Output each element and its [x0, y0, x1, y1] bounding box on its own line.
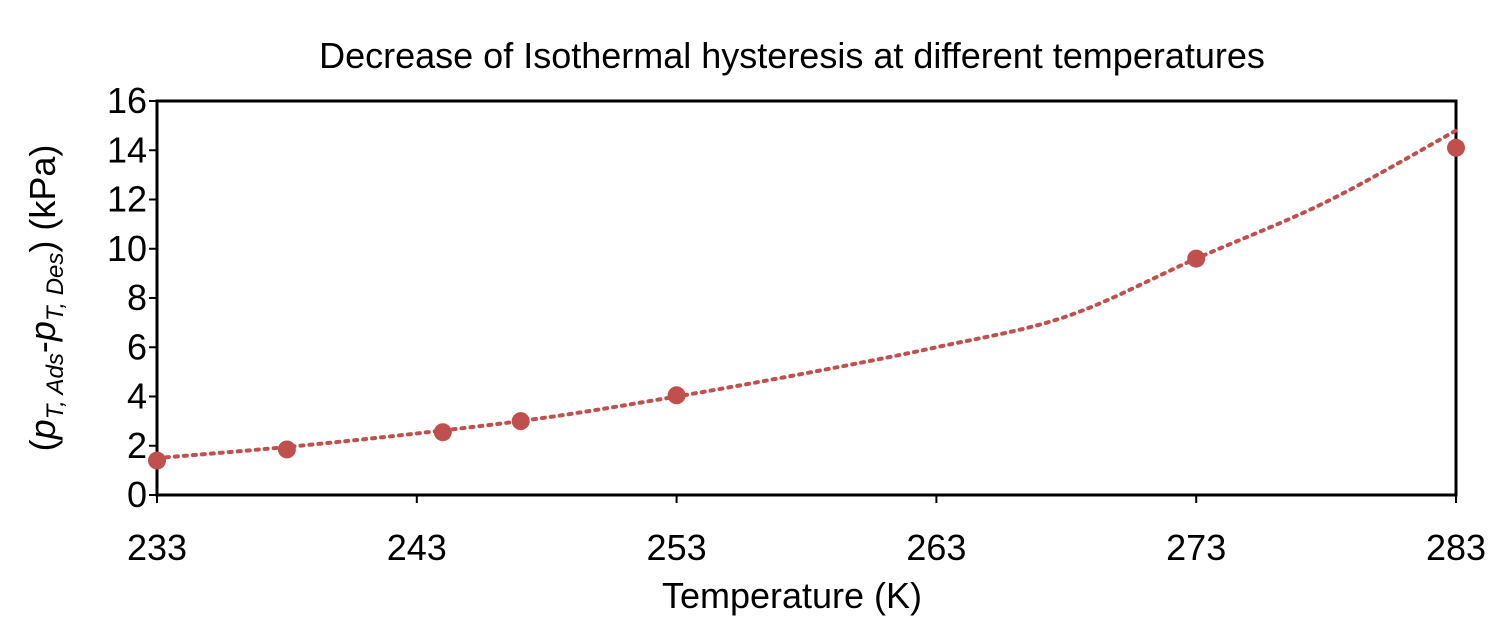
x-tick-label: 243: [387, 527, 447, 568]
y-axis-label: (pT, Ads-pT, Des) (kPa): [22, 145, 69, 452]
data-point: [667, 386, 686, 405]
y-tick-label: 12: [107, 179, 147, 220]
chart-title: Decrease of Isothermal hysteresis at dif…: [319, 35, 1265, 76]
trendline-group: [155, 128, 1458, 461]
x-axis-label: Temperature (K): [662, 575, 922, 616]
plot-area: [155, 99, 1458, 497]
data-point: [433, 423, 452, 442]
data-point: [148, 451, 166, 470]
y-tick-label: 2: [127, 425, 147, 466]
y-tick-label: 16: [107, 80, 147, 121]
y-axis: 0 2 4 6 8 10 12 14 16: [107, 80, 157, 515]
y-label-p1: p: [22, 419, 63, 440]
x-tick-label: 253: [647, 527, 707, 568]
y-label-sub2: T, Des: [42, 253, 69, 321]
plot-frame: [155, 99, 1458, 497]
x-tick-label: 283: [1426, 527, 1486, 568]
x-tick-label: 273: [1166, 527, 1226, 568]
y-tick-label: 0: [127, 474, 147, 515]
y-label-close: ): [22, 241, 63, 253]
data-point: [277, 440, 296, 459]
y-label-p2: p: [22, 321, 63, 342]
data-points: [148, 138, 1465, 470]
y-label-open: (: [22, 439, 63, 451]
y-tick-label: 8: [127, 277, 147, 318]
data-point: [1447, 138, 1465, 157]
trendline: [155, 128, 1458, 461]
x-tick-label: 263: [906, 527, 966, 568]
y-label-unit: (kPa): [22, 145, 63, 241]
y-tick-label: 6: [127, 326, 147, 367]
x-axis: 233 243 253 263 273 283: [127, 495, 1486, 568]
y-tick-label: 10: [107, 228, 147, 269]
y-tick-label: 14: [107, 129, 147, 170]
y-label-dash: -: [22, 341, 63, 353]
data-point: [1187, 249, 1206, 268]
data-point: [511, 412, 530, 431]
x-tick-label: 233: [127, 527, 187, 568]
y-label-sub1: T, Ads: [42, 353, 69, 419]
y-tick-label: 4: [127, 376, 147, 417]
